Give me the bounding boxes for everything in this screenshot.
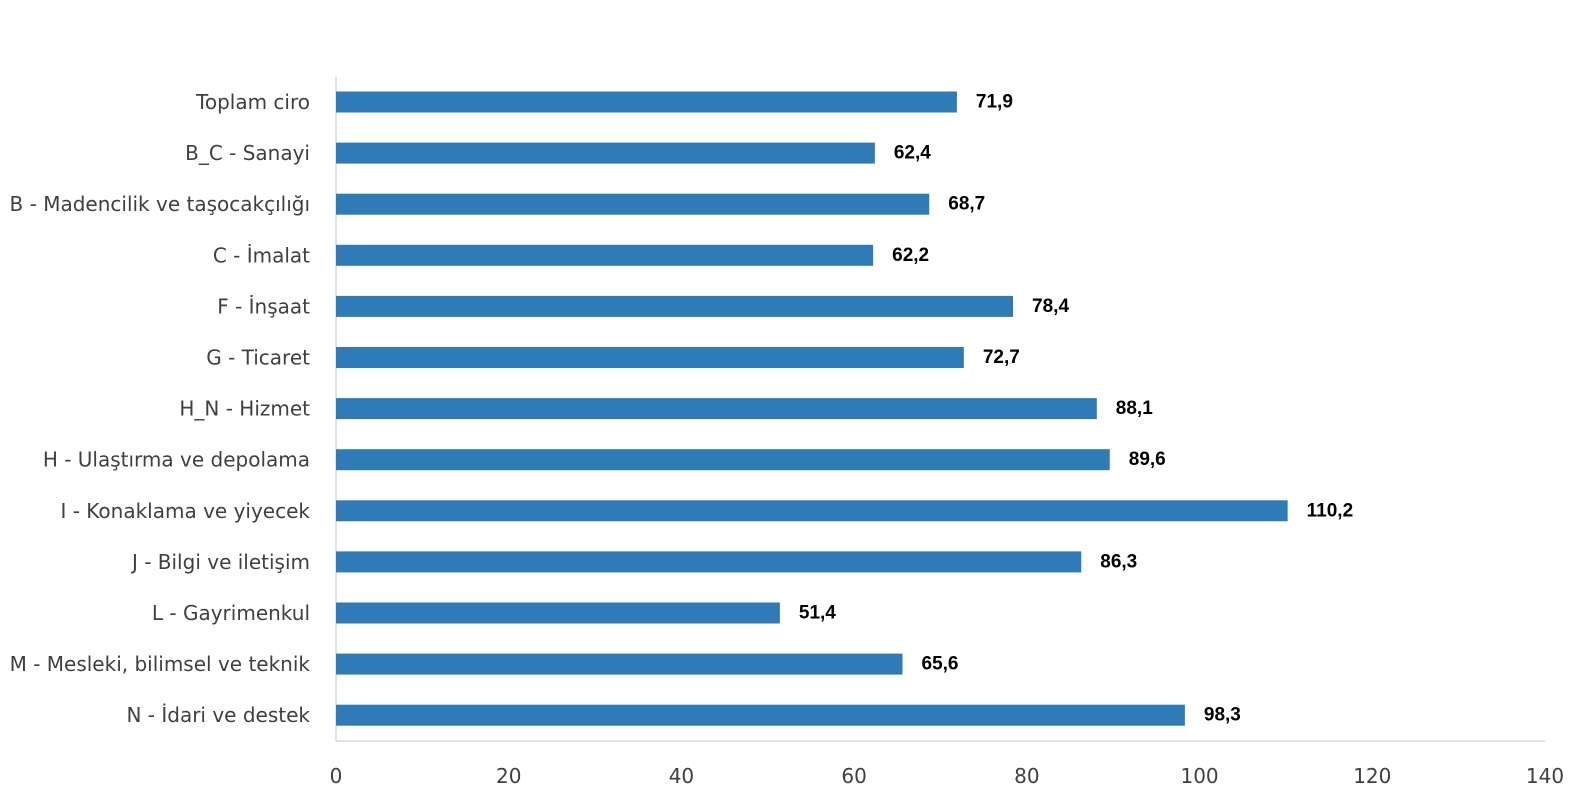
category-label: M - Mesleki, bilimsel ve teknik xyxy=(10,652,311,676)
category-label: B_C - Sanayi xyxy=(185,141,310,165)
category-label: I - Konaklama ve yiyecek xyxy=(60,499,310,523)
data-label: 68,7 xyxy=(948,194,985,215)
bar xyxy=(336,193,930,215)
category-label: F - İnşaat xyxy=(217,294,310,318)
x-tick-label: 60 xyxy=(841,764,866,788)
data-label: 62,4 xyxy=(894,143,931,164)
category-label: H_N - Hizmet xyxy=(179,397,310,421)
x-tick-label: 0 xyxy=(330,764,343,788)
x-tick-label: 40 xyxy=(669,764,694,788)
category-label: J - Bilgi ve iletişim xyxy=(130,550,310,574)
bar xyxy=(336,653,903,675)
category-label: Toplam ciro xyxy=(195,90,310,114)
data-label: 65,6 xyxy=(922,654,959,675)
x-tick-label: 140 xyxy=(1526,764,1564,788)
bar xyxy=(336,602,780,624)
x-tick-label: 120 xyxy=(1353,764,1391,788)
bar xyxy=(336,449,1110,471)
bar xyxy=(336,398,1097,420)
bar xyxy=(336,500,1288,522)
bar xyxy=(336,91,957,113)
bar xyxy=(336,551,1082,573)
category-label: H - Ulaştırma ve depolama xyxy=(43,448,310,472)
data-label: 71,9 xyxy=(976,92,1013,113)
data-label: 78,4 xyxy=(1032,296,1069,317)
bar xyxy=(336,295,1014,317)
bar xyxy=(336,244,874,266)
category-label: N - İdari ve destek xyxy=(126,703,310,727)
x-tick-labels: 0 20 40 60 80 100 120 140 xyxy=(330,764,1564,788)
data-label: 88,1 xyxy=(1116,398,1153,419)
category-label: L - Gayrimenkul xyxy=(152,601,310,625)
x-tick-label: 80 xyxy=(1014,764,1039,788)
data-labels: 71,9 62,4 68,7 62,2 78,4 72,7 88,1 89,6 110,2 86,… xyxy=(799,92,1353,726)
bar xyxy=(336,142,875,164)
data-label: 72,7 xyxy=(983,347,1020,368)
data-label: 89,6 xyxy=(1129,449,1166,470)
bar xyxy=(336,704,1185,726)
data-label: 98,3 xyxy=(1204,705,1241,726)
bars xyxy=(336,91,1288,726)
category-labels: Toplam ciro B_C - Sanayi B - Madencilik ve… xyxy=(10,90,311,727)
category-label: G - Ticaret xyxy=(206,346,310,370)
data-label: 51,4 xyxy=(799,603,836,624)
data-label: 62,2 xyxy=(892,245,929,266)
x-tick-label: 100 xyxy=(1180,764,1218,788)
bar xyxy=(336,347,964,368)
data-label: 86,3 xyxy=(1100,551,1137,572)
data-label: 110,2 xyxy=(1307,500,1354,521)
category-label: B - Madencilik ve taşocakçılığı xyxy=(10,192,310,216)
category-label: C - İmalat xyxy=(213,243,310,267)
x-tick-label: 20 xyxy=(496,764,521,788)
